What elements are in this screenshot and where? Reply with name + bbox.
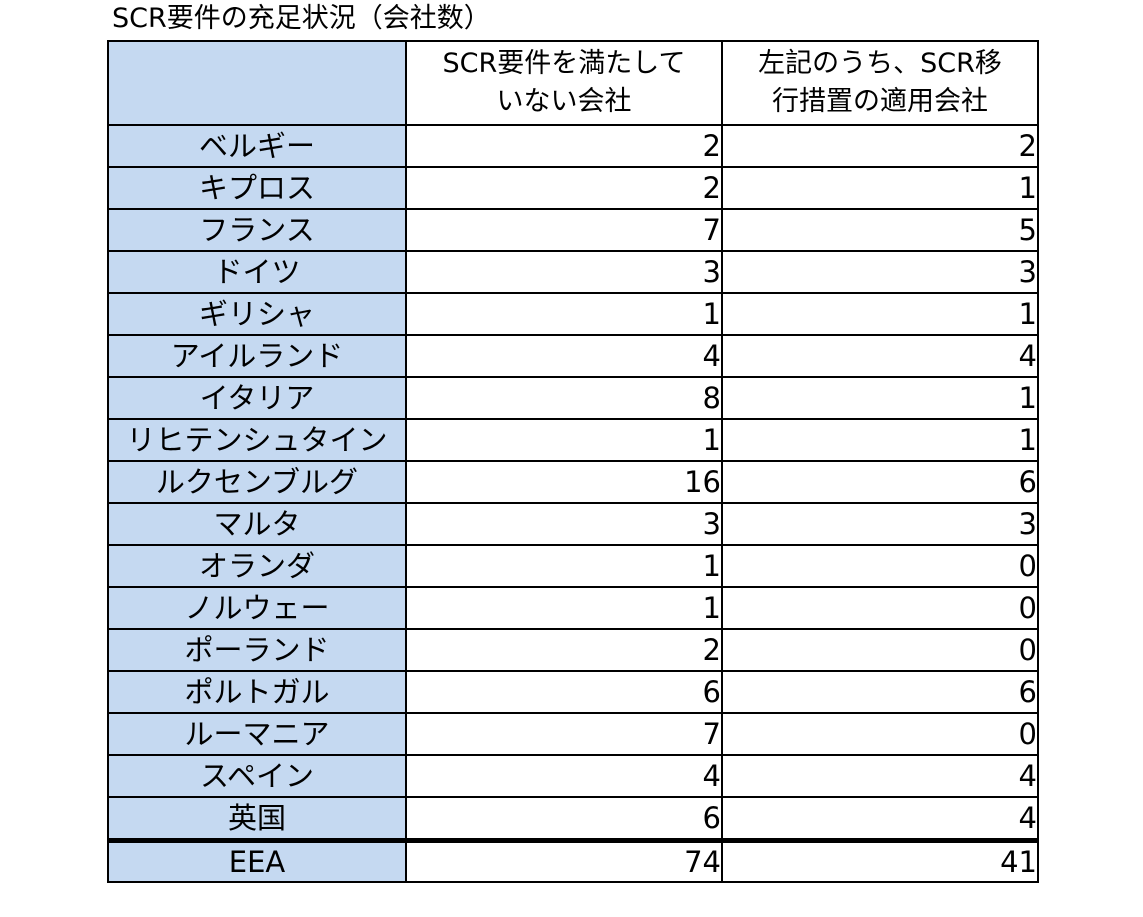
transitional-cell: 6 [721, 670, 1039, 714]
transitional-cell: 6 [721, 460, 1039, 504]
country-cell: マルタ [107, 502, 407, 546]
not-meeting-cell: 2 [405, 628, 723, 672]
column-header-line: いない会社 [496, 86, 632, 117]
table-row: ルクセンブルグ 16 6 [107, 460, 1039, 504]
column-header-line: SCR要件を満たして [442, 48, 686, 79]
transitional-cell: 4 [721, 334, 1039, 378]
table-body: ベルギー 2 2 キプロス 2 1 フランス 7 5 ドイツ 3 3 ギリシャ 1 1 アイルランド 4 4 イタリ… [107, 124, 1039, 883]
table-row: ポーランド 2 0 [107, 628, 1039, 672]
transitional-cell: 3 [721, 250, 1039, 294]
table-row: アイルランド 4 4 [107, 334, 1039, 378]
country-cell: ギリシャ [107, 292, 407, 336]
country-cell: ポルトガル [107, 670, 407, 714]
not-meeting-cell: 4 [405, 334, 723, 378]
country-cell: ノルウェー [107, 586, 407, 630]
header-row: SCR要件を満たして いない会社 左記のうち、SCR移 行措置の適用会社 [107, 40, 1039, 126]
country-cell: ルーマニア [107, 712, 407, 756]
country-cell: ベルギー [107, 124, 407, 168]
total-not-meeting-cell: 74 [405, 838, 723, 883]
transitional-cell: 1 [721, 166, 1039, 210]
not-meeting-cell: 4 [405, 754, 723, 798]
table-row: ギリシャ 1 1 [107, 292, 1039, 336]
table-row: マルタ 3 3 [107, 502, 1039, 546]
table-row: ドイツ 3 3 [107, 250, 1039, 294]
table-row: リヒテンシュタイン 1 1 [107, 418, 1039, 462]
country-cell: キプロス [107, 166, 407, 210]
country-cell: フランス [107, 208, 407, 252]
total-transitional-cell: 41 [721, 838, 1039, 883]
table-row: スペイン 4 4 [107, 754, 1039, 798]
column-header-not-meeting: SCR要件を満たして いない会社 [405, 40, 723, 126]
country-cell: ルクセンブルグ [107, 460, 407, 504]
transitional-cell: 4 [721, 796, 1039, 842]
column-header-line: 左記のうち、SCR移 [758, 48, 1002, 79]
not-meeting-cell: 1 [405, 586, 723, 630]
transitional-cell: 2 [721, 124, 1039, 168]
transitional-cell: 0 [721, 712, 1039, 756]
transitional-cell: 3 [721, 502, 1039, 546]
table-row: ノルウェー 1 0 [107, 586, 1039, 630]
not-meeting-cell: 3 [405, 250, 723, 294]
country-cell: アイルランド [107, 334, 407, 378]
total-label-cell: EEA [107, 838, 407, 883]
not-meeting-cell: 6 [405, 796, 723, 842]
table-title: SCR要件の充足状況（会社数） [112, 3, 491, 34]
not-meeting-cell: 8 [405, 376, 723, 420]
column-header-transitional: 左記のうち、SCR移 行措置の適用会社 [721, 40, 1039, 126]
table-row: イタリア 8 1 [107, 376, 1039, 420]
not-meeting-cell: 6 [405, 670, 723, 714]
table-row: ルーマニア 7 0 [107, 712, 1039, 756]
transitional-cell: 0 [721, 586, 1039, 630]
not-meeting-cell: 7 [405, 712, 723, 756]
not-meeting-cell: 1 [405, 292, 723, 336]
transitional-cell: 0 [721, 544, 1039, 588]
table-row: 英国 6 4 [107, 796, 1039, 842]
transitional-cell: 1 [721, 292, 1039, 336]
transitional-cell: 4 [721, 754, 1039, 798]
country-cell: リヒテンシュタイン [107, 418, 407, 462]
table-row: ベルギー 2 2 [107, 124, 1039, 168]
not-meeting-cell: 2 [405, 124, 723, 168]
table-row: オランダ 1 0 [107, 544, 1039, 588]
country-cell: オランダ [107, 544, 407, 588]
transitional-cell: 5 [721, 208, 1039, 252]
transitional-cell: 1 [721, 376, 1039, 420]
not-meeting-cell: 1 [405, 544, 723, 588]
table-row: キプロス 2 1 [107, 166, 1039, 210]
not-meeting-cell: 16 [405, 460, 723, 504]
not-meeting-cell: 3 [405, 502, 723, 546]
not-meeting-cell: 7 [405, 208, 723, 252]
not-meeting-cell: 2 [405, 166, 723, 210]
transitional-cell: 1 [721, 418, 1039, 462]
country-cell: ドイツ [107, 250, 407, 294]
column-header-line: 行措置の適用会社 [772, 86, 988, 117]
country-cell: ポーランド [107, 628, 407, 672]
table-row: フランス 7 5 [107, 208, 1039, 252]
country-cell: イタリア [107, 376, 407, 420]
total-row: EEA 74 41 [107, 838, 1039, 883]
table-row: ポルトガル 6 6 [107, 670, 1039, 714]
transitional-cell: 0 [721, 628, 1039, 672]
not-meeting-cell: 1 [405, 418, 723, 462]
scr-table: SCR要件を満たして いない会社 左記のうち、SCR移 行措置の適用会社 ベルギ… [107, 40, 1039, 883]
country-cell: スペイン [107, 754, 407, 798]
country-cell: 英国 [107, 796, 407, 842]
corner-cell [107, 40, 407, 126]
